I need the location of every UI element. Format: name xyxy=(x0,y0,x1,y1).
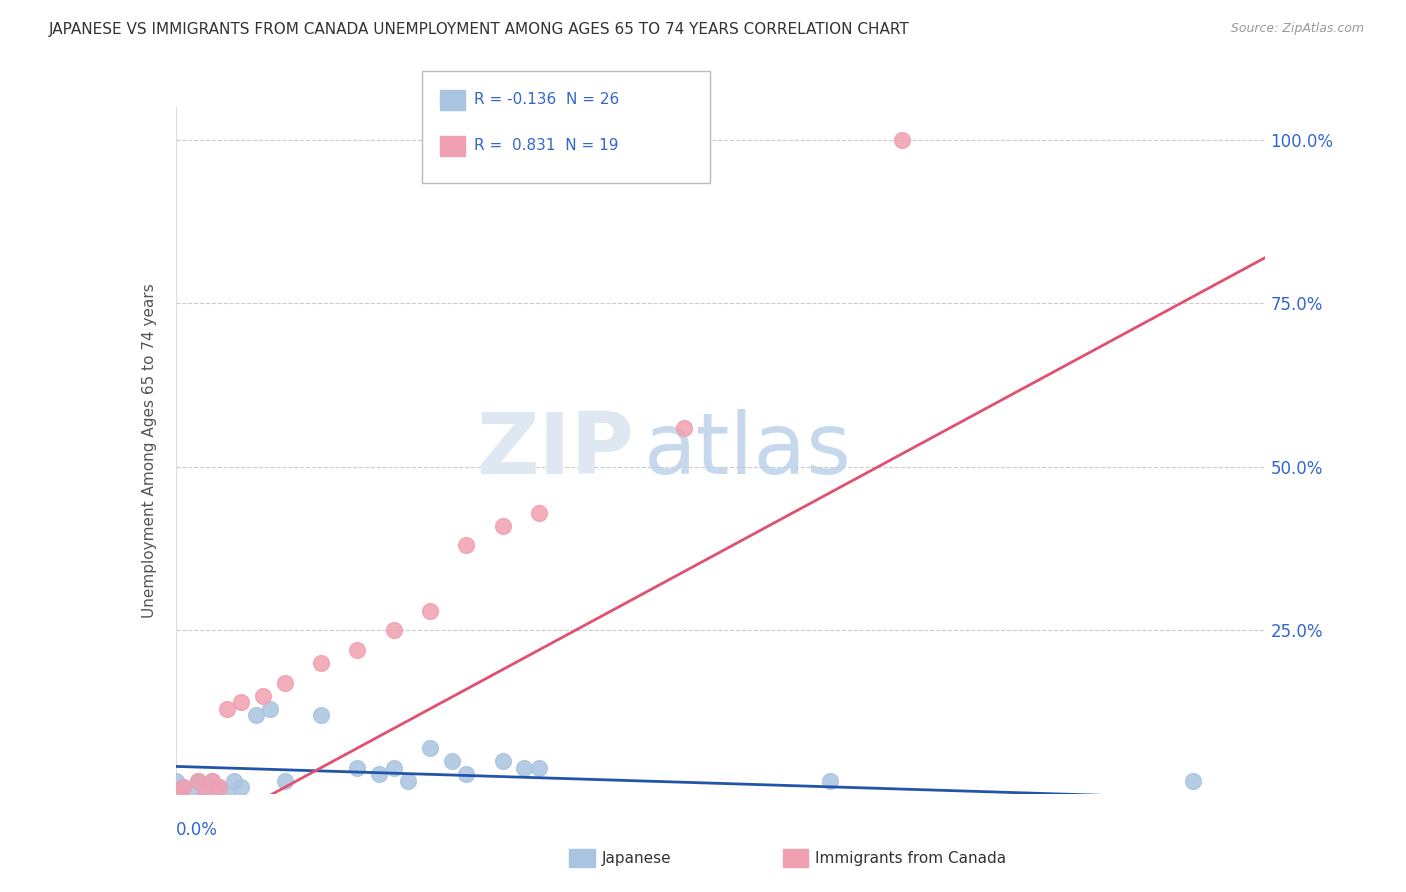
Point xyxy=(165,773,187,788)
Point xyxy=(891,133,914,147)
Point xyxy=(818,773,841,788)
Point xyxy=(231,695,253,709)
Text: R =  0.831  N = 19: R = 0.831 N = 19 xyxy=(474,138,619,153)
Point xyxy=(673,420,696,434)
Point xyxy=(309,656,332,670)
Text: Immigrants from Canada: Immigrants from Canada xyxy=(815,851,1007,865)
Point xyxy=(179,787,201,801)
Point xyxy=(194,787,217,801)
Point xyxy=(513,761,536,775)
Text: atlas: atlas xyxy=(644,409,852,492)
Point xyxy=(222,773,245,788)
Text: ZIP: ZIP xyxy=(475,409,633,492)
Point xyxy=(215,787,238,801)
Point xyxy=(165,787,187,801)
Point xyxy=(208,780,231,795)
Text: Japanese: Japanese xyxy=(602,851,672,865)
Point xyxy=(1181,773,1204,788)
Point xyxy=(346,643,368,657)
Point xyxy=(419,741,441,756)
Point xyxy=(186,773,209,788)
Point xyxy=(215,702,238,716)
Point xyxy=(245,708,267,723)
Point xyxy=(492,518,515,533)
Point xyxy=(368,767,391,781)
Point xyxy=(201,773,224,788)
Point xyxy=(252,689,274,703)
Point xyxy=(396,773,419,788)
Point xyxy=(456,538,478,552)
Y-axis label: Unemployment Among Ages 65 to 74 years: Unemployment Among Ages 65 to 74 years xyxy=(142,283,157,618)
Point xyxy=(172,780,194,795)
Point xyxy=(231,780,253,795)
Point xyxy=(259,702,281,716)
Point xyxy=(419,604,441,618)
Point xyxy=(382,761,405,775)
Point xyxy=(208,780,231,795)
Point xyxy=(492,754,515,768)
Point xyxy=(194,787,217,801)
Point xyxy=(186,773,209,788)
Point xyxy=(274,773,297,788)
Point xyxy=(382,624,405,638)
Text: R = -0.136  N = 26: R = -0.136 N = 26 xyxy=(474,92,619,106)
Point xyxy=(309,708,332,723)
Point xyxy=(527,506,550,520)
Point xyxy=(172,780,194,795)
Point xyxy=(456,767,478,781)
Text: Source: ZipAtlas.com: Source: ZipAtlas.com xyxy=(1230,22,1364,36)
Text: JAPANESE VS IMMIGRANTS FROM CANADA UNEMPLOYMENT AMONG AGES 65 TO 74 YEARS CORREL: JAPANESE VS IMMIGRANTS FROM CANADA UNEMP… xyxy=(49,22,910,37)
Text: 0.0%: 0.0% xyxy=(176,822,218,839)
Point xyxy=(346,761,368,775)
Point xyxy=(440,754,463,768)
Point xyxy=(201,773,224,788)
Point xyxy=(274,675,297,690)
Point xyxy=(527,761,550,775)
